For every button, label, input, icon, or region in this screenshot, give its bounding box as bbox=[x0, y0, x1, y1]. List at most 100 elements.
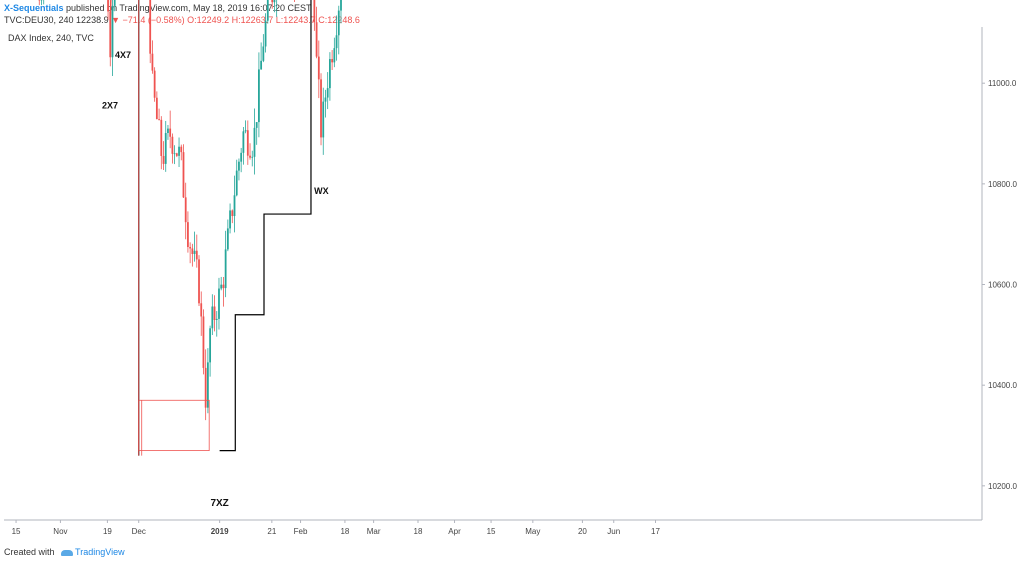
x-tick-label: Jun bbox=[607, 527, 620, 536]
candle-body bbox=[240, 152, 243, 162]
down-arrow-icon: ▼ bbox=[111, 15, 121, 25]
candle-body bbox=[242, 131, 245, 153]
created-with-label: Created with bbox=[4, 547, 55, 557]
chart-title: DAX Index, 240, TVC bbox=[8, 33, 94, 43]
candle-body bbox=[200, 303, 203, 317]
candle-body bbox=[206, 362, 209, 408]
candle-body bbox=[329, 59, 331, 89]
x-tick-label: Mar bbox=[367, 527, 381, 536]
candle-body bbox=[326, 88, 329, 98]
tradingview-brand-link[interactable]: TradingView bbox=[75, 547, 125, 557]
candle-body bbox=[211, 306, 214, 329]
candle-body bbox=[246, 130, 249, 156]
candle-body bbox=[333, 48, 336, 63]
x-tick-label: 18 bbox=[340, 527, 349, 536]
candle-body bbox=[331, 59, 334, 63]
annotation-wx: WX bbox=[314, 186, 329, 196]
candle-body bbox=[153, 70, 156, 98]
candle-body bbox=[209, 328, 212, 363]
candle-body bbox=[215, 318, 218, 321]
open-value: O:12249.2 bbox=[187, 15, 230, 25]
candle-body bbox=[255, 122, 258, 128]
author-link[interactable]: X-Sequentials bbox=[4, 3, 64, 13]
candle-body bbox=[317, 56, 320, 80]
x-tick-label: 15 bbox=[12, 527, 21, 536]
x-tick-label: 2019 bbox=[211, 527, 229, 536]
candle-body bbox=[173, 153, 176, 155]
candle-body bbox=[273, 0, 276, 3]
x-tick-label: Nov bbox=[53, 527, 67, 536]
last-price: 12238.9 bbox=[76, 15, 109, 25]
candle-body bbox=[169, 128, 172, 137]
x-tick-label: May bbox=[525, 527, 540, 536]
candle-body bbox=[238, 161, 240, 171]
candle-body bbox=[195, 250, 198, 260]
x-tick-label: Apr bbox=[448, 527, 461, 536]
candle-body bbox=[160, 119, 163, 156]
candle-body bbox=[233, 195, 236, 217]
candle-body bbox=[262, 46, 265, 61]
publish-info: published on TradingView.com, May 18, 20… bbox=[66, 3, 312, 13]
red-target-box bbox=[138, 399, 210, 452]
candle-body bbox=[109, 11, 112, 58]
candle-body bbox=[235, 170, 238, 196]
candle-body bbox=[111, 5, 114, 58]
candle-body bbox=[113, 0, 116, 6]
candle-body bbox=[189, 247, 192, 249]
candle-body bbox=[151, 53, 154, 71]
candle-body bbox=[313, 0, 316, 23]
candle-body bbox=[253, 127, 256, 157]
candle-body bbox=[184, 197, 187, 223]
candle-body bbox=[251, 156, 254, 158]
candle-body bbox=[213, 306, 216, 321]
candle-body bbox=[222, 284, 225, 289]
candle-body bbox=[187, 222, 189, 248]
candle-body bbox=[171, 136, 174, 154]
candle-body bbox=[260, 60, 263, 70]
y-tick-label: 10600.0 bbox=[988, 281, 1017, 290]
y-tick-label: 10200.0 bbox=[988, 482, 1017, 491]
candle-body bbox=[164, 133, 167, 164]
candle-body bbox=[249, 155, 251, 158]
candle-body bbox=[182, 152, 185, 198]
y-tick-label: 10400.0 bbox=[988, 381, 1017, 390]
symbol-label: TVC:DEU30, 240 bbox=[4, 15, 74, 25]
publish-line: X-Sequentials published on TradingView.c… bbox=[4, 3, 312, 13]
chart-footer: Created with TradingView bbox=[4, 547, 125, 557]
candle-body bbox=[340, 0, 342, 11]
tradingview-logo-icon bbox=[61, 549, 74, 556]
candle-body bbox=[337, 10, 340, 36]
candle-body bbox=[324, 97, 327, 102]
sequence-staircase-line bbox=[219, 0, 312, 452]
annotation-4x7: 4X7 bbox=[115, 50, 131, 60]
candle-body bbox=[191, 248, 194, 254]
x-tick-label: Dec bbox=[132, 527, 146, 536]
candle-body bbox=[231, 210, 234, 217]
candle-body bbox=[258, 69, 260, 123]
high-value: H:12263.7 bbox=[231, 15, 274, 25]
candle-body bbox=[220, 284, 223, 289]
low-value: L:12243.7 bbox=[275, 15, 316, 25]
candle-body bbox=[204, 367, 207, 408]
price-change: −71.4 (−0.58%) bbox=[122, 15, 185, 25]
annotation-7xz: 7XZ bbox=[210, 498, 228, 509]
y-tick-label: 11000.0 bbox=[988, 79, 1017, 88]
candle-body bbox=[315, 22, 318, 57]
x-tick-label: 18 bbox=[414, 527, 423, 536]
candle-body bbox=[178, 146, 180, 156]
candle-body bbox=[158, 119, 160, 120]
candle-body bbox=[202, 316, 205, 368]
candle-body bbox=[271, 0, 274, 3]
candle-body bbox=[162, 155, 165, 164]
y-tick-label: 10800.0 bbox=[988, 180, 1017, 189]
candle-body bbox=[167, 128, 169, 134]
candle-body bbox=[155, 97, 158, 120]
candle-body bbox=[175, 153, 178, 156]
annotation-2x7: 2X7 bbox=[102, 100, 118, 110]
x-tick-label: 19 bbox=[103, 527, 112, 536]
x-tick-label: 15 bbox=[487, 527, 496, 536]
x-tick-label: 17 bbox=[651, 527, 660, 536]
candle-body bbox=[107, 0, 109, 12]
candle-body bbox=[149, 0, 152, 54]
